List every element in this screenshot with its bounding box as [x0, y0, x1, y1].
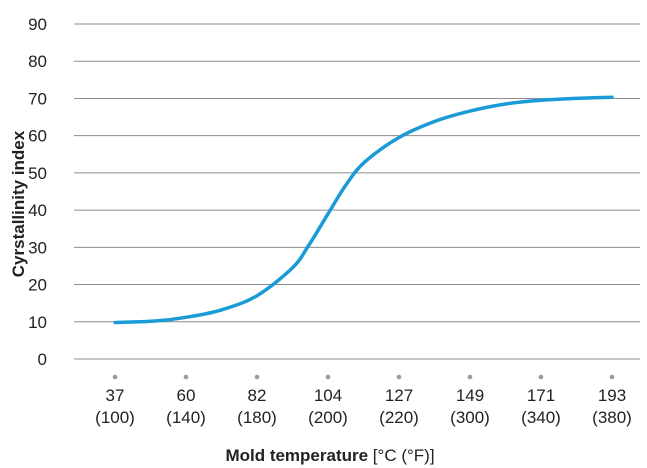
x-tick-marker: [325, 374, 331, 380]
x-tick-marker: [609, 374, 615, 380]
y-tick-label-50: 50: [28, 164, 47, 183]
x-tick-label-fahrenheit: (220): [379, 408, 419, 427]
x-tick-marker: [467, 374, 473, 380]
y-tick-label-80: 80: [28, 52, 47, 71]
x-tick-label-fahrenheit: (340): [521, 408, 561, 427]
x-tick-label-fahrenheit: (200): [308, 408, 348, 427]
x-tick-label-celsius: 37: [106, 386, 125, 405]
x-tick-marker: [538, 374, 544, 380]
y-tick-label-30: 30: [28, 238, 47, 257]
x-tick-label-celsius: 171: [527, 386, 555, 405]
gridlines: [74, 23, 640, 360]
y-tick-label-90: 90: [28, 15, 47, 34]
x-tick-label-fahrenheit: (100): [95, 408, 135, 427]
y-tick-label-20: 20: [28, 276, 47, 295]
x-tick-label-celsius: 82: [248, 386, 267, 405]
x-tick-label-celsius: 193: [598, 386, 626, 405]
y-axis-label: Cyrstallinity index: [9, 130, 28, 277]
x-tick-label-celsius: 60: [177, 386, 196, 405]
y-tick-label-10: 10: [28, 313, 47, 332]
y-tick-label-70: 70: [28, 89, 47, 108]
x-tick-marker: [254, 374, 260, 380]
x-axis-label: Mold temperature [°C (°F)]: [225, 446, 434, 465]
y-tick-label-40: 40: [28, 201, 47, 220]
x-tick-label-celsius: 149: [456, 386, 484, 405]
x-tick-label-celsius: 127: [385, 386, 413, 405]
x-axis-ticks: 37 (100) 60 (140) 82 (180) 104 (200) 127 (220) 149…: [95, 374, 632, 427]
y-tick-label-60: 60: [28, 127, 47, 146]
x-tick-label-celsius: 104: [314, 386, 342, 405]
x-axis-label-main: Mold temperature: [225, 446, 368, 465]
series-layer: [113, 95, 614, 325]
x-tick-label-fahrenheit: (380): [592, 408, 632, 427]
y-tick-label-0: 0: [38, 350, 47, 369]
x-tick-label-fahrenheit: (300): [450, 408, 490, 427]
x-tick-label-fahrenheit: (140): [166, 408, 206, 427]
x-axis-label-unit: [°C (°F)]: [368, 446, 434, 465]
x-tick-marker: [112, 374, 118, 380]
x-tick-label-fahrenheit: (180): [237, 408, 277, 427]
y-axis-ticks: 0 10 20 30 40 50 60 70 80 90: [28, 15, 47, 369]
x-tick-marker: [183, 374, 189, 380]
x-tick-marker: [396, 374, 402, 380]
series-line-0: [113, 95, 614, 325]
